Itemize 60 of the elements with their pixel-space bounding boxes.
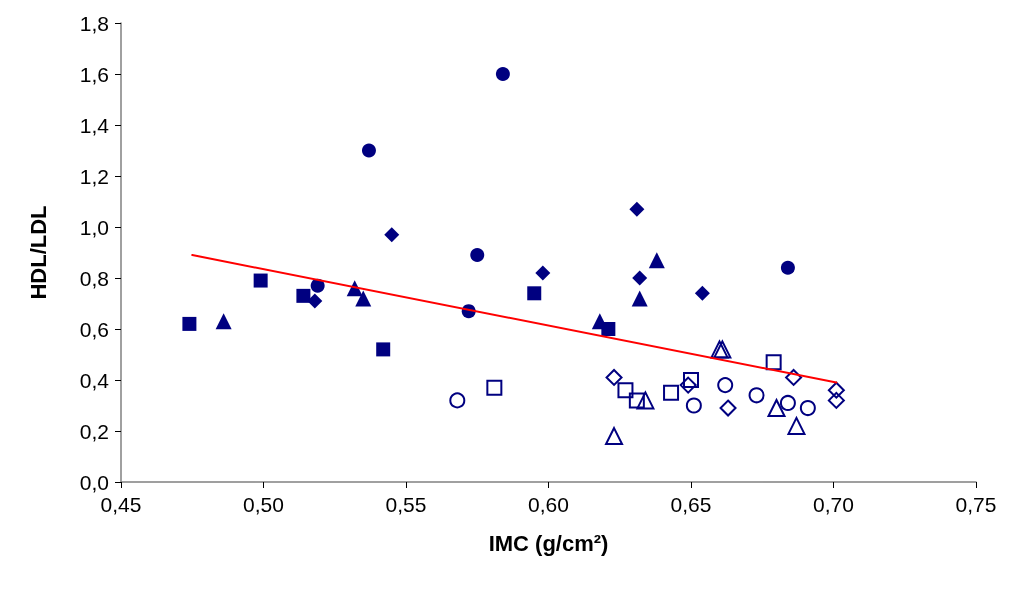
point	[449, 392, 466, 409]
point	[765, 354, 782, 371]
y-tick-label: 1,6	[79, 62, 109, 86]
y-tick-label: 1,2	[79, 164, 109, 188]
point	[253, 273, 268, 288]
x-tick-label: 0,75	[955, 493, 997, 516]
point	[384, 227, 400, 243]
point	[632, 270, 648, 286]
point	[631, 290, 648, 307]
x-tick-label: 0,50	[243, 493, 284, 516]
y-tick-label: 1,4	[79, 113, 110, 137]
point	[827, 381, 845, 399]
y-tick-label: 0,4	[79, 368, 110, 392]
x-tick-label: 0,55	[385, 493, 427, 516]
point	[296, 288, 311, 303]
y-tick-label: 0,2	[79, 419, 109, 443]
y-tick-label: 1,8	[79, 11, 109, 35]
point	[605, 368, 623, 386]
point	[215, 313, 232, 330]
point	[694, 285, 710, 301]
y-tick-label: 0,0	[79, 470, 109, 494]
y-tick-label: 1,0	[79, 215, 109, 239]
point	[683, 372, 699, 388]
point	[719, 399, 737, 417]
point	[648, 252, 665, 269]
point	[717, 377, 734, 394]
point	[535, 265, 551, 281]
x-axis-title: IMC (g/cm²)	[488, 530, 609, 556]
point	[355, 290, 372, 307]
point	[470, 248, 485, 263]
point	[827, 391, 845, 409]
point	[182, 316, 197, 331]
y-tick-label: 0,8	[79, 266, 109, 290]
x-tick-label: 0,45	[100, 493, 142, 516]
point	[636, 391, 655, 410]
point	[376, 342, 391, 357]
point	[605, 427, 624, 446]
point	[307, 293, 323, 309]
point	[787, 416, 806, 435]
point	[679, 376, 697, 394]
x-tick-label: 0,70	[813, 493, 854, 516]
x-tick-label: 0,60	[528, 493, 569, 516]
point	[527, 286, 542, 301]
point	[495, 67, 510, 81]
y-axis-title: HDL/LDL	[25, 205, 51, 300]
point	[663, 384, 680, 401]
x-tick-label: 0,65	[670, 493, 712, 516]
point	[685, 397, 702, 414]
point	[629, 201, 645, 217]
point	[780, 260, 795, 275]
point	[767, 399, 786, 418]
point	[785, 368, 803, 386]
point	[628, 392, 645, 409]
point	[748, 387, 765, 404]
point	[617, 382, 634, 399]
y-tick-label: 0,6	[79, 317, 109, 341]
point	[361, 143, 376, 158]
point	[779, 394, 796, 411]
point	[486, 379, 503, 396]
point	[799, 400, 816, 417]
